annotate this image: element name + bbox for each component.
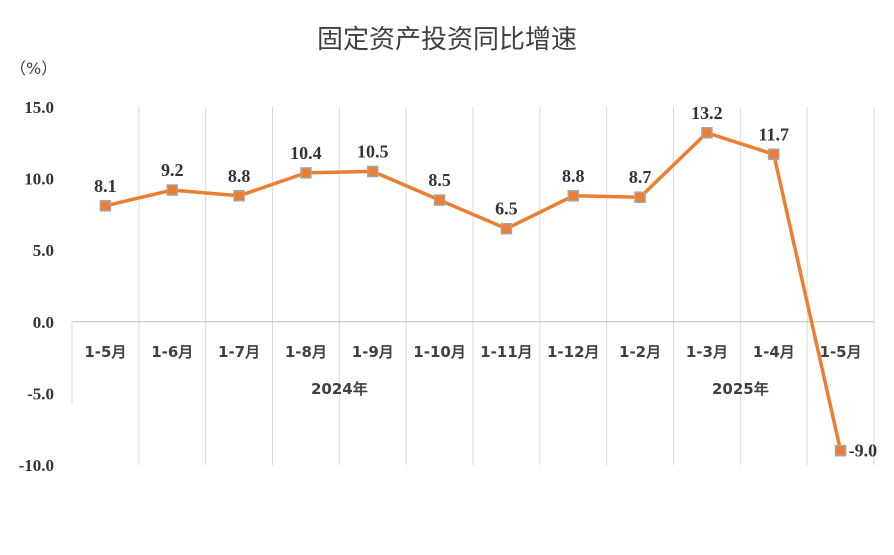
data-label: 8.8 — [562, 166, 585, 186]
data-label: 10.4 — [290, 143, 322, 163]
data-point-marker — [433, 194, 446, 206]
chart-title: 固定资产投资同比增速 — [317, 25, 577, 55]
series-line — [105, 131, 843, 452]
grid-lines — [71, 107, 875, 465]
data-label: 11.7 — [758, 124, 789, 144]
y-tick-label: -5.0 — [27, 384, 54, 403]
x-group-labels: 2024年 2025年 — [311, 380, 769, 398]
data-point-marker — [99, 200, 112, 212]
data-markers — [99, 127, 847, 457]
data-point-marker — [834, 444, 847, 457]
x-tick-labels: 1-5月 1-6月 1-7月 1-8月 1-9月 1-10月 1-11月 1-12月 1-2月 1… — [84, 343, 861, 361]
data-point-marker — [166, 184, 178, 196]
y-tick-label: -10.0 — [19, 456, 54, 475]
data-point-marker — [634, 191, 646, 203]
data-label: 8.7 — [629, 167, 652, 187]
x-group-label: 2025年 — [712, 380, 769, 398]
x-tick-label: 1-4月 — [753, 343, 795, 361]
data-point-marker — [367, 165, 379, 178]
x-group-label: 2024年 — [311, 380, 368, 398]
data-label: 8.5 — [428, 170, 451, 190]
x-tick-label: 1-8月 — [285, 343, 327, 361]
y-tick-label: 0.0 — [33, 313, 54, 332]
x-tick-label: 1-6月 — [151, 343, 193, 361]
y-tick-labels: 15.0 10.0 5.0 0.0 -5.0 -10.0 — [19, 98, 54, 475]
data-point-marker — [567, 190, 579, 202]
x-tick-label: 1-5月 — [820, 343, 862, 361]
data-point-marker — [233, 190, 245, 202]
x-tick-label: 1-9月 — [352, 343, 394, 361]
data-point-marker — [768, 148, 780, 161]
y-tick-label: 5.0 — [33, 241, 54, 260]
data-point-marker — [500, 222, 513, 235]
data-label: 8.8 — [228, 166, 251, 186]
y-axis-unit-label: （%） — [10, 59, 57, 78]
x-tick-label: 1-3月 — [686, 343, 728, 361]
x-tick-label: 1-2月 — [619, 343, 661, 361]
x-tick-label: 1-12月 — [547, 343, 600, 361]
y-tick-label: 15.0 — [24, 98, 54, 117]
x-tick-label: 1-10月 — [413, 343, 466, 361]
x-tick-label: 1-7月 — [218, 343, 260, 361]
y-tick-label: 10.0 — [24, 170, 54, 189]
data-label: 13.2 — [691, 103, 723, 123]
data-labels: 8.1 9.2 8.8 10.4 10.5 8.5 6.5 8.8 8.7 13.2 11.7 -9.… — [94, 103, 877, 461]
data-label: 8.1 — [94, 176, 117, 196]
data-point-marker — [701, 127, 713, 139]
x-tick-label: 1-11月 — [480, 343, 533, 361]
data-label: 6.5 — [495, 199, 518, 219]
data-label: 10.5 — [357, 141, 389, 161]
data-point-marker — [300, 167, 312, 179]
x-tick-label: 1-5月 — [84, 343, 126, 361]
data-label: 9.2 — [161, 160, 184, 180]
data-label: -9.0 — [849, 441, 878, 461]
